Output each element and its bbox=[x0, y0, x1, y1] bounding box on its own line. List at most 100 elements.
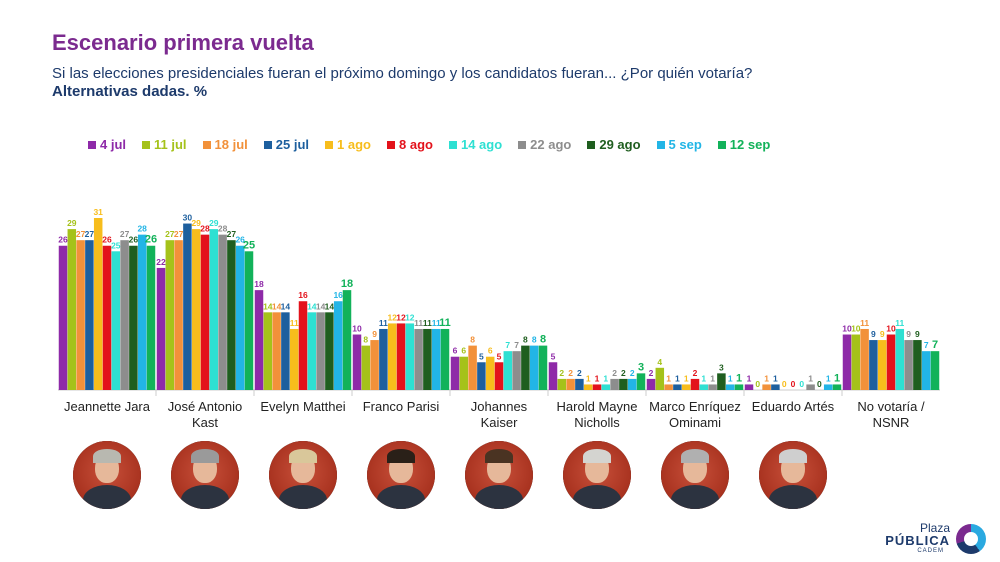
legend-swatch bbox=[88, 140, 96, 149]
bar bbox=[440, 328, 450, 390]
data-label: 2 bbox=[693, 368, 698, 378]
bar bbox=[76, 240, 85, 390]
bar bbox=[921, 351, 931, 390]
bar bbox=[396, 323, 406, 390]
photo-hair-shape bbox=[583, 449, 611, 463]
legend-swatch bbox=[263, 140, 272, 149]
bar bbox=[823, 384, 833, 390]
bar bbox=[352, 334, 362, 390]
data-label: 31 bbox=[93, 207, 103, 217]
bar bbox=[529, 345, 539, 390]
data-label: 12 bbox=[396, 312, 406, 322]
data-label: 1 bbox=[675, 373, 680, 383]
legend-swatch bbox=[717, 140, 726, 149]
photo-hair-shape bbox=[681, 449, 709, 463]
bar bbox=[627, 378, 637, 390]
data-label: 9 bbox=[372, 329, 377, 339]
data-label: 1 bbox=[603, 373, 608, 383]
bar bbox=[895, 328, 905, 390]
data-label: 1 bbox=[701, 373, 706, 383]
bar bbox=[165, 240, 175, 390]
category-label: No votaría / bbox=[857, 399, 925, 414]
candidate-photo bbox=[661, 441, 729, 509]
bar bbox=[744, 384, 754, 390]
bar bbox=[272, 312, 281, 390]
data-label: 14 bbox=[263, 301, 273, 311]
legend-label: 8 ago bbox=[399, 137, 433, 152]
data-label: 8 bbox=[540, 334, 546, 346]
data-label: 1 bbox=[808, 373, 813, 383]
data-label: 14 bbox=[272, 301, 282, 311]
data-label: 5 bbox=[479, 351, 484, 361]
bar bbox=[58, 245, 68, 390]
bar bbox=[851, 334, 861, 390]
bar bbox=[370, 340, 379, 390]
bar bbox=[886, 334, 896, 390]
data-label: 8 bbox=[523, 335, 528, 345]
photo-body-shape bbox=[83, 485, 131, 509]
bar bbox=[806, 384, 815, 390]
bar bbox=[904, 340, 913, 390]
data-label: 2 bbox=[630, 368, 635, 378]
data-label: 2 bbox=[612, 368, 617, 378]
logo-mark-icon bbox=[956, 524, 986, 554]
data-label: 3 bbox=[638, 361, 644, 373]
data-label: 10 bbox=[886, 324, 896, 334]
data-label: 8 bbox=[470, 335, 475, 345]
bar bbox=[281, 312, 290, 390]
data-label: 11 bbox=[895, 318, 904, 328]
data-label: 28 bbox=[137, 224, 147, 234]
bar bbox=[254, 290, 264, 390]
data-label: 18 bbox=[341, 278, 353, 290]
data-label: 29 bbox=[191, 218, 201, 228]
bar bbox=[156, 267, 166, 390]
bar bbox=[521, 345, 530, 390]
data-label: 10 bbox=[851, 324, 861, 334]
bar bbox=[387, 323, 397, 390]
bar bbox=[557, 378, 567, 390]
data-label: 2 bbox=[559, 368, 564, 378]
bar bbox=[227, 240, 236, 390]
data-label: 6 bbox=[453, 346, 458, 356]
data-label: 18 bbox=[254, 279, 264, 289]
data-label: 0 bbox=[791, 379, 796, 389]
category-label: Kast bbox=[192, 415, 218, 430]
bar bbox=[468, 345, 477, 390]
data-label: 14 bbox=[325, 301, 335, 311]
legend-label: 25 jul bbox=[275, 137, 310, 152]
bar bbox=[725, 384, 735, 390]
bar bbox=[146, 245, 156, 390]
bar bbox=[102, 245, 112, 390]
photo-body-shape bbox=[573, 485, 621, 509]
candidate-photo bbox=[73, 441, 141, 509]
data-label: 12 bbox=[387, 312, 397, 322]
data-label: 6 bbox=[488, 346, 493, 356]
photo-hair-shape bbox=[779, 449, 807, 463]
legend-item: 5 sep bbox=[656, 137, 702, 152]
legend-label: 14 ago bbox=[460, 137, 503, 152]
data-label: 27 bbox=[174, 229, 184, 239]
legend-item: 11 jul bbox=[142, 137, 187, 152]
photo-body-shape bbox=[279, 485, 327, 509]
candidate-photo bbox=[759, 441, 827, 509]
data-label: 26 bbox=[235, 235, 245, 245]
photo-body-shape bbox=[475, 485, 523, 509]
legend-item: 8 ago bbox=[387, 137, 433, 152]
legend-swatch bbox=[202, 140, 211, 149]
bar bbox=[503, 351, 513, 390]
candidate-photo bbox=[171, 441, 239, 509]
data-label: 22 bbox=[156, 257, 166, 267]
legend-item: 22 ago bbox=[518, 137, 571, 152]
bar bbox=[361, 345, 371, 390]
legend-label: 12 sep bbox=[729, 137, 771, 152]
category-label: Eduardo Artés bbox=[752, 399, 835, 414]
data-label: 16 bbox=[298, 290, 308, 300]
data-label: 1 bbox=[728, 373, 733, 383]
legend-label: 4 jul bbox=[100, 137, 127, 152]
data-label: 3 bbox=[719, 362, 724, 372]
bar bbox=[566, 378, 575, 390]
bar bbox=[67, 229, 77, 390]
bar bbox=[734, 384, 744, 390]
bar bbox=[762, 384, 771, 390]
